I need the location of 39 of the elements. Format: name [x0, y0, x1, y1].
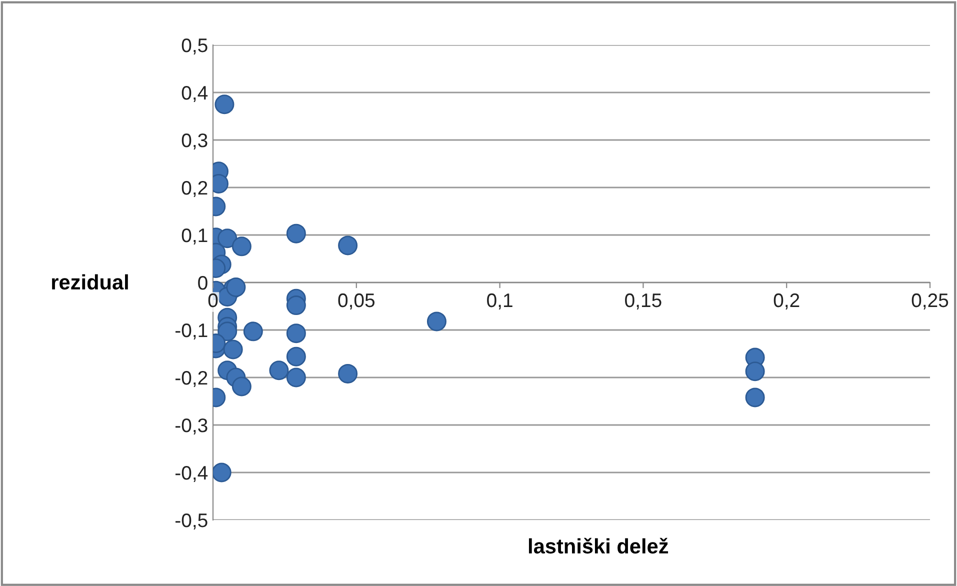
point: [286, 296, 306, 316]
x-tick-label: 0,15: [625, 293, 662, 310]
point: [243, 322, 263, 342]
point: [232, 236, 252, 256]
x-tick-label: 0,1: [487, 293, 512, 310]
y-tick-label: -0,2: [176, 370, 208, 388]
point: [286, 368, 306, 388]
point: [426, 312, 446, 332]
point: [213, 462, 232, 482]
x-tick-label: 0: [208, 293, 218, 308]
point: [218, 322, 238, 342]
point: [223, 340, 243, 360]
point: [286, 324, 306, 344]
y-tick-label: 0,4: [182, 86, 208, 102]
point: [286, 346, 306, 366]
y-tick-label: 0,3: [182, 133, 208, 150]
y-tick-label: 0,1: [182, 228, 208, 245]
x-axis-title: lastniški delež: [528, 538, 668, 554]
point: [232, 376, 252, 396]
point: [218, 228, 238, 248]
y-tick-label: -0,1: [176, 323, 208, 340]
point: [745, 388, 765, 408]
x-tick-label: 0,2: [774, 293, 800, 310]
point: [338, 236, 358, 256]
y-tick-label: 0,5: [182, 38, 208, 55]
point: [338, 364, 358, 384]
point: [286, 224, 306, 244]
y-axis-title: rezidual: [52, 274, 128, 290]
y-tick-label: -0,5: [176, 513, 208, 530]
y-tick-label: 0,2: [182, 180, 208, 198]
x-tick-label: 0,25: [912, 293, 948, 310]
y-tick-label: 0: [198, 276, 208, 290]
point: [214, 94, 234, 114]
point: [745, 362, 765, 382]
y-tick-label: -0,4: [176, 466, 208, 482]
point: [269, 360, 289, 380]
y-tick-label: -0,3: [176, 418, 208, 435]
point: [226, 278, 246, 297]
x-tick-label: 0,05: [338, 293, 375, 310]
